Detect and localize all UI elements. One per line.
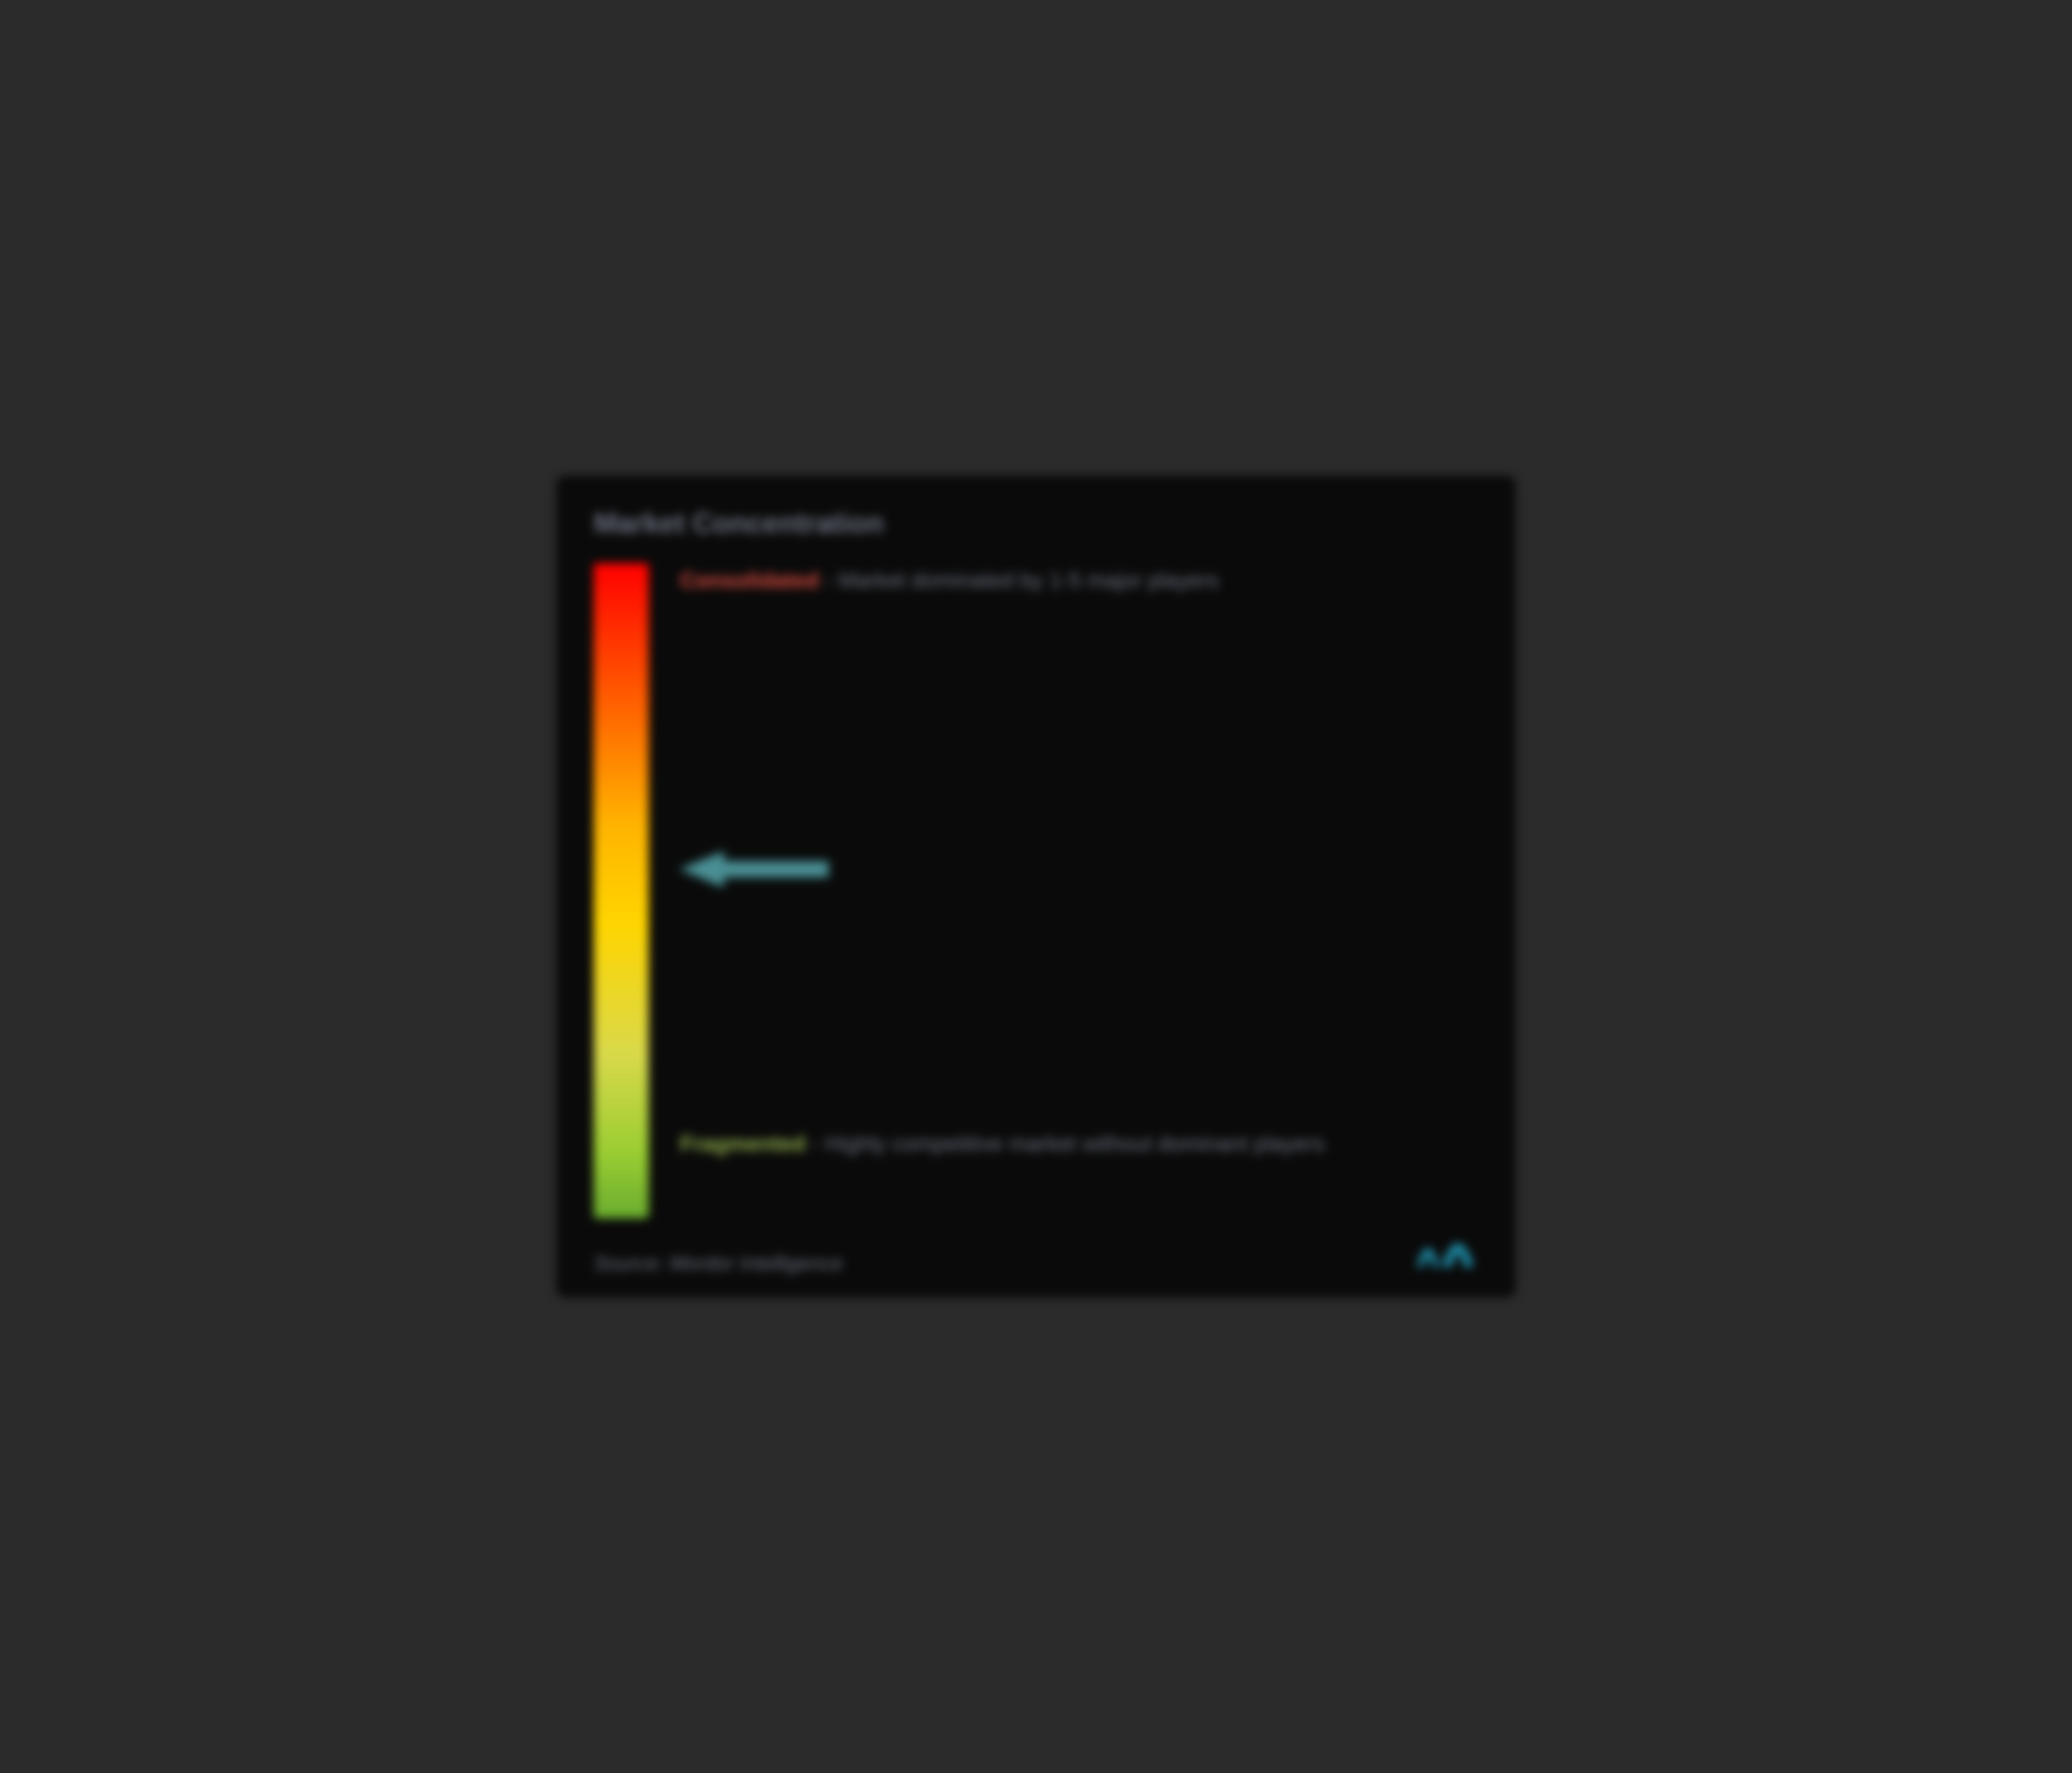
fragmented-tag: Fragmented: [680, 1131, 805, 1156]
source-text: Source: Mordor Intelligence: [594, 1251, 843, 1275]
fragmented-description: - Highly competitive market without domi…: [812, 1131, 1325, 1156]
logo-wave-icon: [1442, 1243, 1474, 1267]
fragmented-label: Fragmented - Highly competitive market w…: [680, 1127, 1478, 1162]
consolidated-tag: Consolidated: [680, 568, 819, 592]
logo-wave-icon: [1417, 1248, 1439, 1267]
consolidated-label: Consolidated - Market dominated by 1-5 m…: [680, 563, 1478, 599]
card-footer: Source: Mordor Intelligence: [594, 1234, 1478, 1275]
source-name: Mordor Intelligence: [670, 1251, 843, 1275]
market-concentration-card: Market Concentration Consolidated - Mark…: [556, 476, 1516, 1297]
source-prefix: Source:: [594, 1251, 670, 1275]
indicator-arrow: [680, 851, 829, 891]
concentration-gradient-bar: [594, 563, 649, 1218]
content-row: Consolidated - Market dominated by 1-5 m…: [594, 563, 1478, 1218]
brand-logo: [1416, 1234, 1478, 1275]
card-title: Market Concentration: [594, 507, 1478, 540]
arrow-left-icon: [680, 851, 829, 887]
consolidated-description: - Market dominated by 1-5 major players: [825, 568, 1219, 592]
labels-column: Consolidated - Market dominated by 1-5 m…: [680, 563, 1478, 1218]
